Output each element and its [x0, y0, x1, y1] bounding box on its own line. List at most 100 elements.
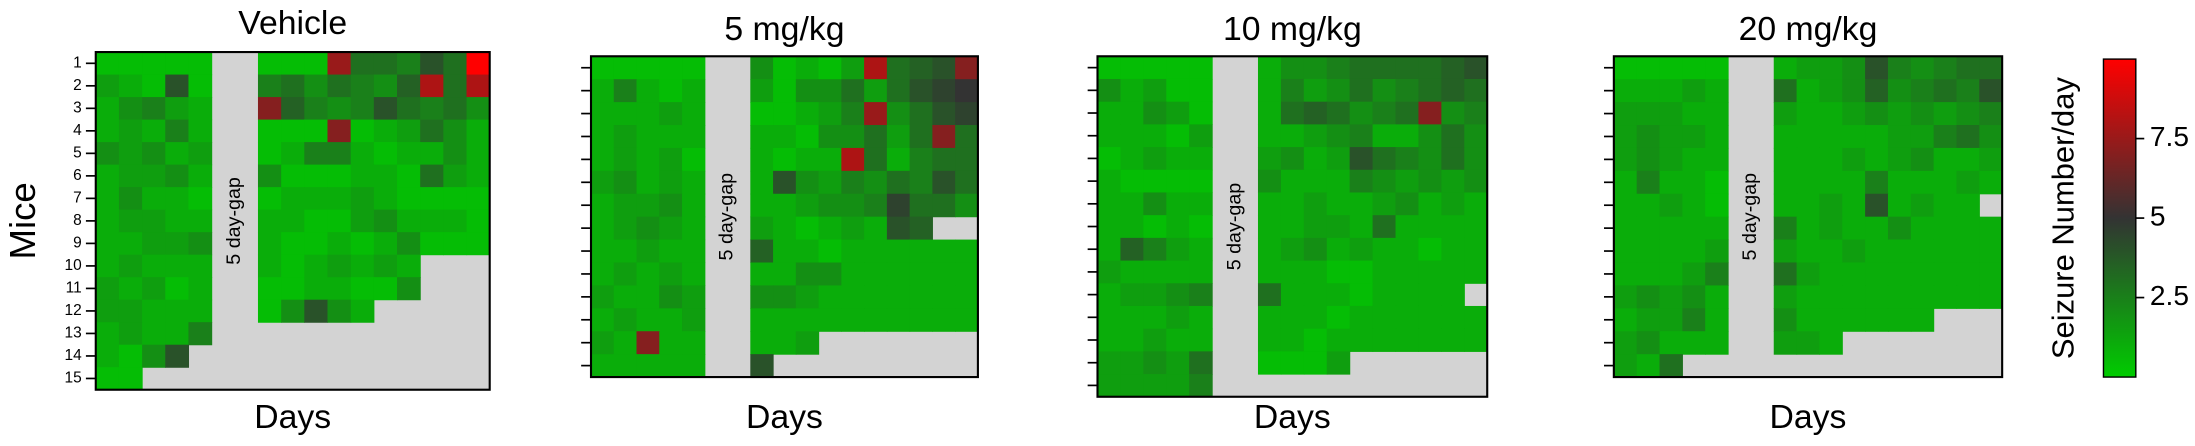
heat-cell — [750, 354, 774, 378]
heat-cell — [1705, 56, 1729, 80]
heat-cell — [818, 262, 842, 286]
heat-cell — [1441, 147, 1465, 171]
heat-cell — [1842, 102, 1866, 126]
heat-cell — [281, 142, 305, 166]
heat-cell — [1796, 125, 1820, 149]
heat-cell — [841, 170, 865, 195]
plot-frame — [589, 55, 979, 379]
heat-cell — [659, 125, 683, 149]
heat-cell — [1349, 147, 1374, 171]
heat-cell — [1636, 170, 1661, 195]
heat-cell — [118, 209, 143, 233]
heat-cell — [1636, 56, 1661, 80]
y-tick-label: 4 — [73, 122, 82, 139]
heat-cell — [466, 119, 491, 143]
heat-cell — [1819, 239, 1843, 264]
heat-cell — [1887, 102, 1912, 126]
heat-cell — [1372, 169, 1397, 194]
heat-cell — [142, 254, 166, 278]
heat-cell — [1910, 193, 1935, 218]
heat-cell — [841, 285, 865, 309]
heat-cell — [304, 232, 329, 256]
heat-cell — [682, 56, 706, 80]
heat-cell — [95, 367, 120, 391]
heat-cell — [1120, 101, 1144, 125]
heat-cell — [443, 164, 468, 188]
heat-cell — [909, 262, 933, 286]
heat-cell — [909, 239, 933, 264]
heat-cell — [591, 170, 615, 195]
heat-cell — [397, 142, 421, 166]
heat-cell — [420, 164, 444, 188]
heat-cell — [1395, 260, 1420, 284]
heat-cell — [1372, 101, 1397, 125]
heat-cell — [327, 187, 352, 211]
x-axis-label: Days — [1770, 398, 1847, 436]
heat-cell — [1887, 193, 1912, 218]
heat-cell — [1143, 124, 1167, 148]
heat-cell — [142, 277, 166, 301]
heat-cell — [1796, 193, 1820, 218]
heat-cell — [932, 308, 956, 332]
heat-cell — [420, 119, 444, 143]
heat-cell — [1682, 125, 1706, 149]
heat-cell — [1865, 79, 1889, 103]
heat-cell — [750, 331, 774, 355]
heat-cell — [327, 209, 352, 233]
colorbar-tick-label: 5 — [2150, 201, 2166, 232]
heat-cell — [1395, 237, 1420, 262]
heat-cell — [659, 56, 683, 80]
heat-cell — [1659, 147, 1683, 172]
heat-cell — [1956, 102, 1980, 126]
heat-cell — [682, 125, 706, 149]
heat-cell — [118, 299, 143, 323]
heat-cell — [165, 164, 190, 188]
heat-cell — [1303, 237, 1328, 262]
y-tick-label: 10 — [64, 257, 81, 274]
heat-cell — [795, 102, 820, 126]
heat-cell — [818, 56, 842, 80]
heat-cell — [257, 97, 282, 121]
y-tick-label: 9 — [73, 234, 82, 251]
heat-cell — [1166, 56, 1190, 80]
heat-cell — [257, 209, 282, 233]
heat-cell — [1143, 101, 1167, 125]
heat-cell — [142, 164, 166, 188]
heat-cell — [1796, 216, 1820, 241]
heat-cell — [864, 285, 888, 309]
heat-cell — [397, 119, 421, 143]
heat-cell — [636, 102, 660, 126]
heat-cell — [1933, 216, 1958, 241]
heat-cell — [818, 170, 842, 195]
heat-cell — [909, 285, 933, 309]
heat-cell — [443, 187, 468, 211]
heat-cell — [613, 308, 638, 332]
heat-cell — [327, 254, 352, 278]
heat-cell — [1280, 147, 1305, 171]
heat-cell — [750, 285, 774, 309]
heat-cell — [1120, 124, 1144, 148]
heat-cell — [1819, 102, 1843, 126]
heat-cell — [165, 142, 190, 166]
heat-cell — [682, 170, 706, 195]
heat-cell — [773, 331, 797, 355]
heat-cell — [659, 331, 683, 355]
heat-cell — [1418, 124, 1442, 148]
heat-cell — [1143, 260, 1167, 284]
heat-cell — [1659, 308, 1683, 332]
heat-cell — [1326, 78, 1351, 103]
heat-cell — [327, 277, 352, 301]
heat-cell — [682, 308, 706, 332]
heat-cell — [257, 119, 282, 143]
heat-cell — [443, 97, 468, 121]
heat-cell — [1326, 124, 1351, 148]
heat-cell — [795, 193, 820, 218]
heat-cell — [1326, 328, 1351, 352]
heat-cell — [818, 285, 842, 309]
heat-cell — [1773, 125, 1798, 149]
heat-cell — [932, 125, 956, 149]
heat-cell — [1910, 147, 1935, 172]
heat-cell — [659, 147, 683, 172]
heat-cell — [1636, 125, 1661, 149]
